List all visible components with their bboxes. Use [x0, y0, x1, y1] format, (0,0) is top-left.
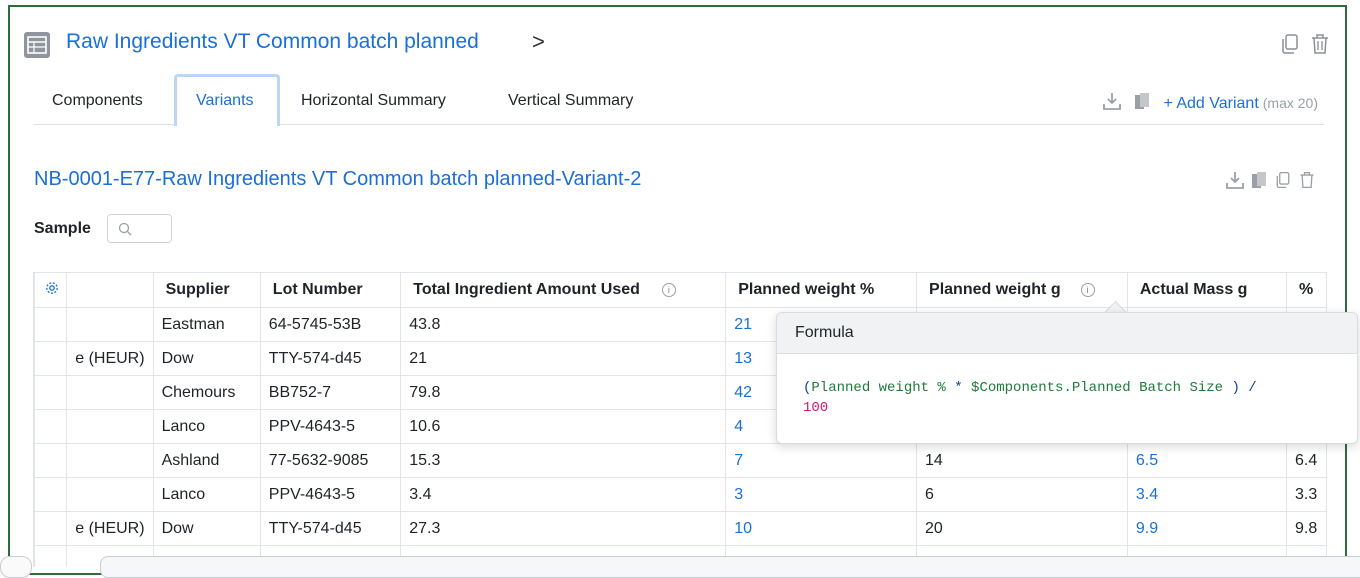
row-select-cell[interactable] — [34, 443, 68, 478]
download-icon[interactable] — [1103, 92, 1122, 115]
max-variants-note: (max 20) — [1262, 94, 1318, 111]
column-header-planned-weight-pct[interactable]: Planned weight % — [725, 272, 918, 308]
clipboard-icon[interactable] — [1250, 171, 1268, 194]
table-cell: Chemours — [152, 375, 261, 410]
table-cell — [66, 375, 154, 410]
table-cell[interactable]: 6.5 — [1126, 443, 1288, 478]
tab-horizontal-summary[interactable]: Horizontal Summary — [301, 92, 446, 109]
table-cell: 64-5745-53B — [259, 307, 402, 342]
add-variant-label[interactable]: + Add Variant — [1163, 94, 1259, 112]
table-cell: BB752-7 — [259, 375, 402, 410]
table-cell — [66, 307, 154, 342]
column-header-actual-mass[interactable]: Actual Mass g — [1126, 272, 1288, 308]
column-header-name[interactable] — [66, 272, 154, 308]
table-cell: 14 — [916, 443, 1128, 478]
column-header-label: Total Ingredient Amount Used — [413, 281, 640, 298]
sample-search-input[interactable] — [107, 214, 172, 243]
gear-icon[interactable] — [45, 281, 59, 295]
table-cell: TTY-574-d45 — [259, 341, 402, 376]
search-icon — [118, 222, 132, 236]
table-cell: 9.8 — [1286, 511, 1327, 546]
table-cell: 20 — [916, 511, 1128, 546]
tab-bar: Components Horizontal Summary Vertical S… — [34, 74, 1324, 126]
column-header-label: Planned weight g — [929, 281, 1061, 298]
table-cell: 77-5632-9085 — [259, 443, 402, 478]
column-header-percent[interactable]: % — [1286, 272, 1327, 308]
table-cell: 21 — [400, 341, 727, 376]
column-header-total-ingredient[interactable]: Total Ingredient Amount Used i — [400, 272, 727, 308]
table-cell: Lanco — [152, 477, 261, 512]
table-cell: 3.4 — [400, 477, 727, 512]
info-icon[interactable]: i — [661, 282, 676, 297]
row-select-cell[interactable] — [34, 341, 68, 376]
formula-popover: Formula (Planned weight % * $Components.… — [776, 312, 1358, 444]
table-cell[interactable]: 9.9 — [1126, 511, 1288, 546]
table-icon — [24, 32, 50, 58]
formula-text: (Planned weight % * $Components.Planned … — [803, 380, 1257, 416]
info-icon[interactable]: i — [1080, 282, 1095, 297]
table-cell[interactable]: 10 — [725, 511, 918, 546]
clipboard-icon[interactable] — [1133, 92, 1151, 115]
column-settings-header[interactable] — [34, 272, 68, 308]
table-cell: 3.3 — [1286, 477, 1327, 512]
row-select-cell[interactable] — [34, 307, 68, 342]
table-cell: 6.4 — [1286, 443, 1327, 478]
table-row[interactable]: Ashland 77-5632-9085 15.3 7 14 6.5 6.4 — [34, 443, 1327, 478]
chevron-right-icon[interactable]: > — [532, 29, 545, 54]
page-title[interactable]: Raw Ingredients VT Common batch planned — [66, 30, 479, 53]
table-cell — [66, 409, 154, 444]
add-variant-button[interactable]: + Add Variant (max 20) — [1163, 95, 1318, 113]
sample-label: Sample — [34, 220, 91, 237]
table-cell: Lanco — [152, 409, 261, 444]
trash-icon[interactable] — [1298, 171, 1316, 194]
table-cell: Dow — [152, 341, 261, 376]
tab-variants[interactable]: Variants — [196, 92, 254, 109]
column-header-supplier[interactable]: Supplier — [152, 272, 261, 308]
copy-icon[interactable] — [1274, 171, 1292, 194]
table-cell[interactable]: 3.4 — [1126, 477, 1288, 512]
table-cell: 27.3 — [400, 511, 727, 546]
table-cell: PPV-4643-5 — [259, 477, 402, 512]
copy-icon[interactable] — [1280, 33, 1300, 60]
table-row[interactable]: Lanco PPV-4643-5 3.4 3 6 3.4 3.3 — [34, 477, 1327, 512]
row-select-cell[interactable] — [34, 375, 68, 410]
table-cell — [66, 443, 154, 478]
table-cell — [66, 477, 154, 512]
table-cell: Dow — [152, 511, 261, 546]
column-header-lot-number[interactable]: Lot Number — [259, 272, 402, 308]
tab-components[interactable]: Components — [52, 92, 143, 109]
table-cell: 43.8 — [400, 307, 727, 342]
table-cell: Ashland — [152, 443, 261, 478]
table-cell[interactable]: 3 — [725, 477, 918, 512]
tab-vertical-summary[interactable]: Vertical Summary — [508, 92, 634, 109]
horizontal-scrollbar[interactable] — [100, 556, 1360, 578]
table-cell: 10.6 — [400, 409, 727, 444]
row-select-cell[interactable] — [34, 409, 68, 444]
table-cell: 15.3 — [400, 443, 727, 478]
row-select-cell[interactable] — [34, 511, 68, 546]
table-cell: 6 — [916, 477, 1128, 512]
table-cell — [34, 545, 68, 567]
download-icon[interactable] — [1226, 171, 1244, 194]
table-cell: PPV-4643-5 — [259, 409, 402, 444]
table-cell: е (HEUR) — [66, 341, 154, 376]
table-row[interactable]: е (HEUR) Dow TTY-574-d45 27.3 10 20 9.9 9.8 — [34, 511, 1327, 546]
scroll-handle[interactable] — [0, 556, 32, 578]
trash-icon[interactable] — [1310, 33, 1330, 60]
column-header-planned-weight-g[interactable]: Planned weight g i — [916, 272, 1128, 308]
tab-active-outline — [174, 74, 280, 126]
table-cell: е (HEUR) — [66, 511, 154, 546]
variant-title[interactable]: NB-0001-E77-Raw Ingredients VT Common ba… — [34, 168, 642, 190]
table-cell: 79.8 — [400, 375, 727, 410]
table-cell: TTY-574-d45 — [259, 511, 402, 546]
popover-title: Formula — [777, 313, 1357, 354]
table-cell: Eastman — [152, 307, 261, 342]
table-cell[interactable]: 7 — [725, 443, 918, 478]
row-select-cell[interactable] — [34, 477, 68, 512]
